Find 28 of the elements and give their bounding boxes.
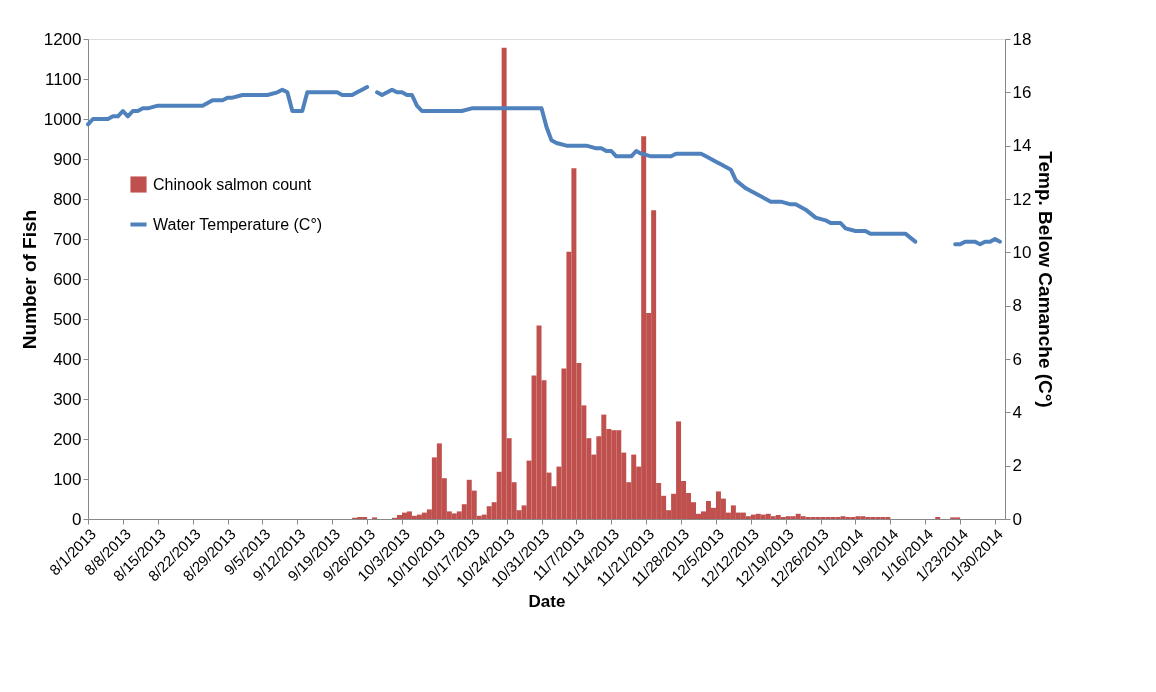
y-tick-label: 800 [53, 189, 82, 209]
y-tick-label: 700 [53, 229, 82, 249]
y-tick-label: 300 [53, 389, 82, 409]
y-tick-label: 1000 [43, 109, 82, 129]
y2-tick-label: 0 [1012, 509, 1022, 529]
y-tick-label: 1200 [43, 29, 82, 49]
y-tick-label: 200 [53, 429, 82, 449]
y2-tick-label: 2 [1012, 456, 1022, 476]
y2-axis-title: Temp. Below Camanche (C°) [1035, 151, 1057, 408]
legend-label: Water Temperature (C°) [153, 215, 323, 233]
y2-tick-label: 18 [1012, 29, 1032, 49]
y2-tick-label: 14 [1012, 136, 1032, 156]
y2-tick-label: 10 [1012, 242, 1032, 262]
y-tick-label: 0 [72, 509, 82, 529]
x-axis-title: Date [528, 592, 566, 612]
y-tick-label: 900 [53, 149, 82, 169]
legend-label: Chinook salmon count [153, 175, 312, 193]
y-tick-label: 500 [53, 309, 82, 329]
y2-tick-label: 12 [1012, 189, 1032, 209]
y-tick-label: 600 [53, 269, 82, 289]
y2-tick-label: 4 [1012, 402, 1022, 422]
y2-tick-label: 8 [1012, 296, 1022, 316]
y2-tick-label: 6 [1012, 349, 1022, 369]
y-tick-label: 1100 [44, 69, 82, 89]
y-tick-label: 400 [53, 349, 82, 369]
y-tick-label: 100 [53, 469, 82, 489]
y2-tick-label: 16 [1012, 82, 1032, 102]
y-axis-title: Number of Fish [18, 209, 40, 350]
